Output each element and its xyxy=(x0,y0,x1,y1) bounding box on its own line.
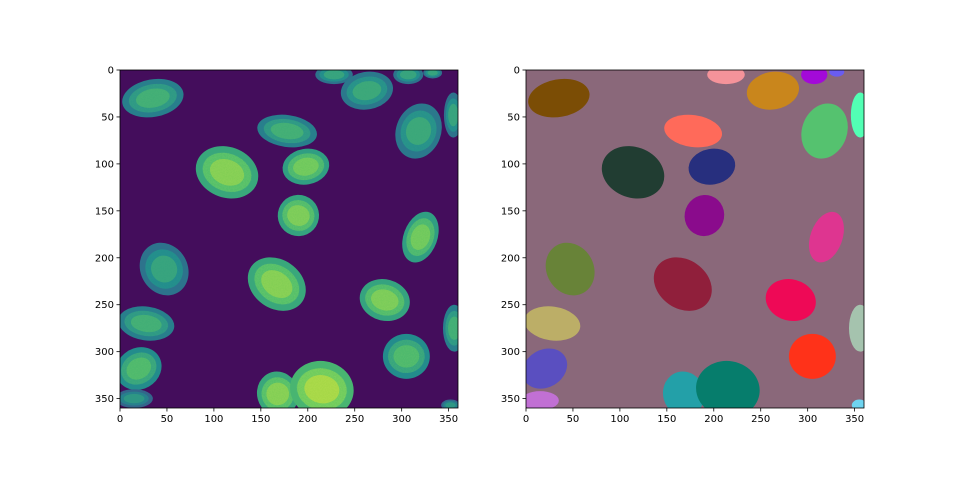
panel-intensity-axes: 0 50 100 150 200 250 300 3500501001502002503003… xyxy=(95,66,458,426)
label-region-12 xyxy=(545,242,595,296)
label-region-17 xyxy=(788,333,836,379)
labels-xtick-label: 0 xyxy=(523,414,529,425)
labels-xtick-label: 150 xyxy=(657,414,676,425)
labels-xtick-label: 100 xyxy=(610,414,629,425)
panel-labels-frame xyxy=(525,69,865,409)
label-region-8 xyxy=(601,146,665,199)
label-region-22 xyxy=(851,399,864,408)
intensity-xtick-label: 250 xyxy=(345,414,364,425)
panel-labels: 0 50 100 150 200 250 300 3500501001502002503003… xyxy=(501,66,865,426)
intensity-xtick-label: 350 xyxy=(439,414,458,425)
nucleus-21 xyxy=(120,389,153,408)
nucleus-3 xyxy=(393,70,424,85)
intensity-ytick-label: 0 xyxy=(108,66,114,77)
intensity-ytick-label: 300 xyxy=(95,347,114,358)
nucleus-13 xyxy=(247,257,306,311)
intensity-ytick-label: 50 xyxy=(101,112,114,123)
intensity-xtick-label: 100 xyxy=(204,414,223,425)
nucleus-8 xyxy=(195,146,259,199)
panel-labels-image xyxy=(526,70,864,408)
intensity-xtick-label: 300 xyxy=(392,414,411,425)
label-region-14 xyxy=(765,279,816,322)
nucleus-0 xyxy=(122,78,184,118)
intensity-ytick-label: 150 xyxy=(95,206,114,217)
panel-labels-axes: 0 50 100 150 200 250 300 3500501001502002503003… xyxy=(501,66,864,426)
nucleus-18 xyxy=(120,347,162,390)
label-region-11 xyxy=(808,211,844,263)
intensity-ytick-label: 200 xyxy=(95,253,114,264)
label-region-18 xyxy=(526,348,568,389)
nucleus-6 xyxy=(257,114,317,148)
nucleus-20 xyxy=(290,360,354,408)
label-region-21 xyxy=(526,391,559,408)
nucleus-14 xyxy=(359,279,410,322)
labels-xtick-label: 300 xyxy=(798,414,817,425)
labels-ytick-label: 0 xyxy=(514,66,520,77)
label-region-20 xyxy=(696,360,760,408)
label-region-2 xyxy=(746,71,800,110)
label-region-4 xyxy=(829,70,845,77)
nucleus-7 xyxy=(395,103,442,159)
label-region-13 xyxy=(653,257,712,311)
labels-ytick-label: 200 xyxy=(501,253,520,264)
label-region-15 xyxy=(848,304,864,352)
labels-xtick-label: 50 xyxy=(567,414,580,425)
nucleus-5 xyxy=(443,92,458,138)
nucleus-11 xyxy=(402,211,439,263)
nucleus-9 xyxy=(282,148,330,185)
panel-intensity-image xyxy=(120,70,458,408)
nucleus-16 xyxy=(120,306,175,341)
labels-ytick-label: 350 xyxy=(501,394,520,405)
panel-intensity-frame xyxy=(119,69,459,409)
label-region-3 xyxy=(801,70,828,85)
intensity-ytick-label: 100 xyxy=(95,159,114,170)
labels-xtick-label: 350 xyxy=(845,414,864,425)
label-region-7 xyxy=(801,103,848,159)
nucleus-22 xyxy=(441,399,458,408)
nucleus-2 xyxy=(340,71,394,110)
label-region-16 xyxy=(526,306,581,341)
intensity-xtick-label: 150 xyxy=(251,414,270,425)
panel-intensity: 0 50 100 150 200 250 300 3500501001502002503003… xyxy=(95,66,459,426)
labels-ytick-label: 250 xyxy=(501,300,520,311)
labels-xtick-label: 250 xyxy=(751,414,770,425)
intensity-xtick-label: 50 xyxy=(161,414,174,425)
label-region-0 xyxy=(528,78,590,118)
labels-ytick-label: 50 xyxy=(507,112,520,123)
nucleus-17 xyxy=(382,333,430,379)
intensity-xtick-label: 0 xyxy=(117,414,123,425)
labels-ytick-label: 150 xyxy=(501,206,520,217)
intensity-ytick-label: 250 xyxy=(95,300,114,311)
nucleus-1 xyxy=(315,70,353,85)
labels-ytick-label: 100 xyxy=(501,159,520,170)
label-region-6 xyxy=(664,114,723,148)
nucleus-15 xyxy=(442,304,458,352)
label-region-5 xyxy=(850,92,864,138)
nucleus-19 xyxy=(256,371,299,408)
label-region-1 xyxy=(707,70,745,85)
label-region-9 xyxy=(688,148,736,185)
labels-xtick-label: 200 xyxy=(704,414,723,425)
nucleus-4 xyxy=(423,70,443,79)
intensity-ytick-label: 350 xyxy=(95,394,114,405)
labels-ytick-label: 300 xyxy=(501,347,520,358)
nucleus-10 xyxy=(277,194,320,237)
nucleus-12 xyxy=(139,242,189,296)
intensity-xtick-label: 200 xyxy=(298,414,317,425)
label-region-19 xyxy=(662,371,705,408)
label-region-10 xyxy=(684,194,725,237)
